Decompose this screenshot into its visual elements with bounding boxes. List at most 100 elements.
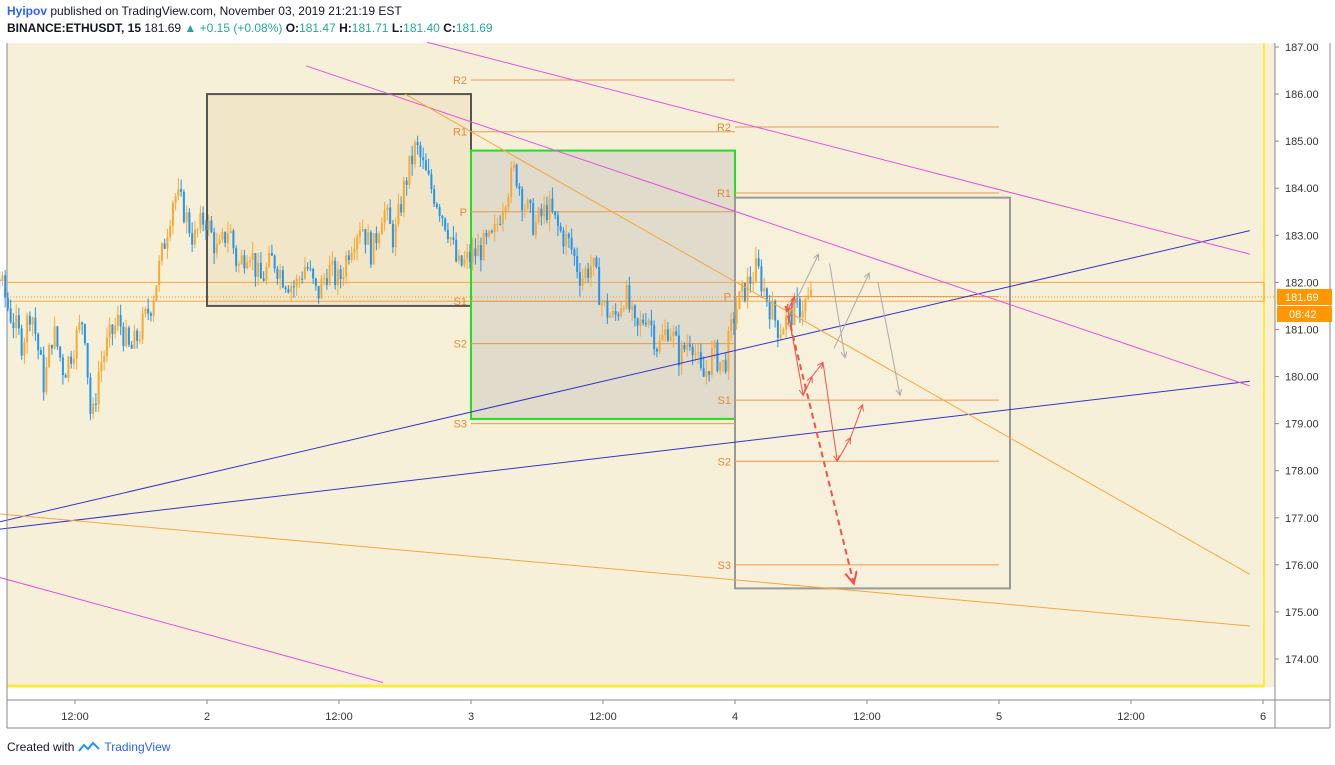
candle-body: [270, 253, 273, 256]
candle-body: [565, 233, 568, 247]
candle-body: [295, 278, 298, 288]
candle: [6, 292, 9, 312]
candle: [551, 187, 554, 214]
trendline-magenta[interactable]: [305, 65, 1250, 387]
candle: [683, 342, 686, 353]
candle: [666, 322, 669, 343]
candle-body: [28, 315, 31, 325]
candle: [350, 246, 353, 263]
candle: [361, 219, 364, 232]
trendline-magenta[interactable]: [0, 560, 384, 684]
zone-box-gray[interactable]: [734, 196, 1011, 590]
candle-body: [174, 195, 177, 203]
symbol-label: BINANCE:ETHUSDT, 15: [7, 21, 142, 35]
candle-body: [345, 255, 348, 277]
candle: [257, 252, 260, 286]
candle-body: [50, 344, 53, 349]
candle-body: [609, 315, 612, 318]
candle-body: [9, 308, 12, 323]
candle: [603, 299, 606, 307]
candle: [642, 313, 645, 326]
candle: [254, 253, 257, 287]
candle: [20, 324, 23, 360]
candle-body: [515, 164, 518, 187]
candle: [576, 247, 579, 279]
candle-body: [171, 202, 174, 227]
candle-body: [534, 222, 537, 235]
candle-body: [248, 260, 251, 263]
candle-body: [441, 215, 444, 219]
candle-body: [213, 232, 216, 254]
candle: [276, 265, 279, 285]
candle: [70, 350, 73, 369]
y-tick-label: 181.00: [1285, 324, 1319, 336]
candle-body: [592, 257, 595, 266]
candle-body: [26, 315, 29, 343]
y-tick-label: 174.00: [1285, 654, 1319, 666]
candle-body: [64, 375, 67, 378]
candle: [468, 244, 471, 269]
candle-body: [523, 208, 526, 211]
candle: [631, 299, 634, 321]
candle: [171, 200, 174, 235]
zone-box-green[interactable]: [470, 149, 736, 420]
x-tick-label: 12:00: [1117, 711, 1145, 723]
zone-box-dark[interactable]: [206, 93, 472, 307]
candle: [595, 255, 598, 269]
candle: [215, 232, 218, 259]
candle: [23, 337, 26, 364]
author-name[interactable]: Hyipov: [7, 4, 48, 18]
candle-body: [460, 255, 463, 266]
candle: [408, 155, 411, 189]
candle-body: [86, 343, 89, 378]
pivot-label-s3: S3: [454, 419, 467, 431]
last-price-badge-label: 181.69: [1285, 292, 1319, 304]
candle: [100, 350, 103, 382]
candle-body: [639, 319, 642, 326]
candle: [301, 271, 304, 284]
candle-body: [383, 210, 386, 224]
candle-body: [809, 290, 812, 296]
candle: [144, 306, 147, 318]
candle: [196, 227, 199, 238]
candle-body: [119, 314, 122, 327]
trendline-magenta[interactable]: [426, 41, 1250, 255]
candle: [50, 344, 53, 355]
candle: [193, 221, 196, 248]
candle: [400, 196, 403, 216]
pivot-label-r2: R2: [717, 122, 731, 134]
candle: [166, 228, 169, 259]
candle-body: [666, 329, 669, 341]
candle-body: [631, 305, 634, 310]
low-label: L:: [391, 21, 404, 35]
candle-body: [691, 346, 694, 355]
candle: [592, 257, 595, 276]
candle: [622, 305, 625, 312]
candle-body: [312, 268, 315, 279]
candle: [573, 247, 576, 266]
candle-body: [488, 230, 491, 237]
trendline-orange[interactable]: [0, 508, 1250, 627]
candle-body: [306, 267, 309, 269]
trendline-blue[interactable]: [0, 380, 1250, 536]
candle: [39, 347, 42, 356]
candle-body: [397, 204, 400, 225]
candle-body: [240, 255, 243, 264]
candle-body: [122, 326, 125, 346]
candle-body: [721, 360, 724, 362]
candle-body: [339, 269, 342, 280]
price-chart[interactable]: R2 R1 P S1 S2 S3 R2 R1 P S1 S2 S3 187.00 186.00 185.0…: [0, 40, 1335, 730]
candle-body: [166, 237, 169, 249]
candle-body: [147, 308, 150, 314]
tradingview-brand[interactable]: TradingView: [104, 740, 171, 754]
candle: [482, 229, 485, 261]
candle: [479, 237, 482, 272]
candle-body: [70, 356, 73, 364]
candle-body: [477, 245, 480, 257]
candle: [587, 262, 590, 283]
trendline-orange[interactable]: [404, 93, 1251, 575]
candle-body: [617, 314, 620, 317]
trendline-blue[interactable]: [0, 230, 1250, 537]
candle: [375, 226, 378, 251]
candle: [331, 251, 334, 276]
